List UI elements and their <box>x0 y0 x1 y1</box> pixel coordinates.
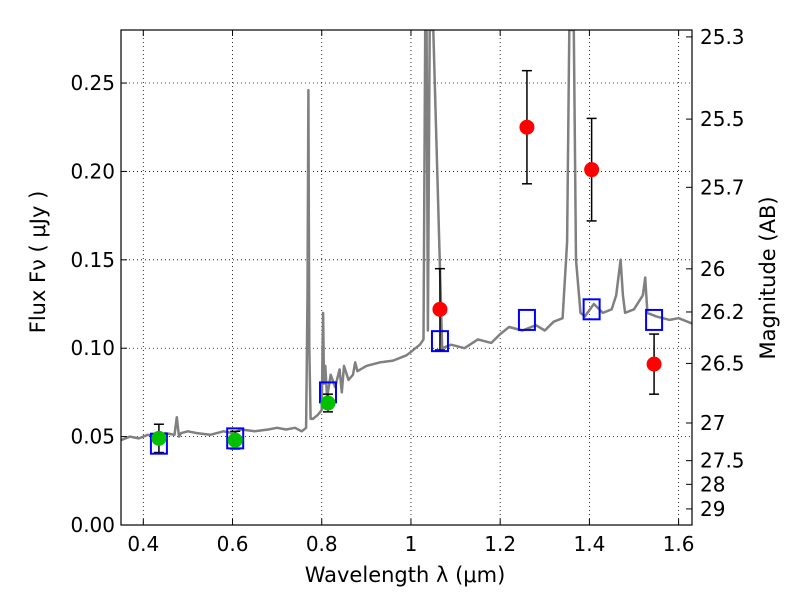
observed-point <box>227 432 243 448</box>
y2-tick-label: 25.5 <box>700 107 745 131</box>
x-tick-label: 1.2 <box>484 532 516 556</box>
model-band-square <box>517 308 536 331</box>
model-band-square <box>430 330 449 353</box>
y2-tick-label: 26 <box>700 257 725 281</box>
y2-tick-label: 26.5 <box>700 351 745 375</box>
observed-point <box>432 301 448 317</box>
x-tick-label: 0.6 <box>217 532 249 556</box>
y-tick-label: 0.10 <box>70 336 115 360</box>
x-tick-label: 0.4 <box>127 532 159 556</box>
y-tick-label: 0.20 <box>70 159 115 183</box>
y-tick-label: 0.00 <box>70 513 115 537</box>
y2-tick-label: 25.3 <box>700 25 745 49</box>
y-tick-label: 0.05 <box>70 425 115 449</box>
observed-point <box>320 395 336 411</box>
observed-point <box>584 162 600 178</box>
y2-tick-label: 26.2 <box>700 300 745 324</box>
y2-tick-label: 27.5 <box>700 449 745 473</box>
observed-point <box>519 119 535 135</box>
grid <box>121 30 692 525</box>
x-tick-label: 0.8 <box>306 532 338 556</box>
plot-area <box>121 30 692 455</box>
y2-axis-label: Magnitude (AB) <box>756 196 780 359</box>
y2-tick-label: 28 <box>700 472 725 496</box>
plot-frame <box>120 29 693 526</box>
x-tick-label: 1 <box>405 532 418 556</box>
y2-tick-label: 25.7 <box>700 175 745 199</box>
x-tick-label: 1.6 <box>663 532 695 556</box>
y2-tick-label: 29 <box>700 497 725 521</box>
y-axis-label: Flux Fν ( μJy ) <box>26 191 50 334</box>
axes: 0.4 0.6 0.8 1 1.2 1.4 1.6 0.00 0.05 0.10 0.15 0.20 0… <box>70 25 744 556</box>
model-band-square <box>645 308 664 331</box>
x-axis-label: Wavelength λ (μm) <box>305 563 506 587</box>
observed-point <box>646 356 662 372</box>
plot-clip-group <box>121 30 692 442</box>
observed-point <box>151 430 167 446</box>
y-tick-label: 0.25 <box>70 71 115 95</box>
model-band-square <box>582 298 601 321</box>
y-tick-label: 0.15 <box>70 248 115 272</box>
model-band-square <box>226 427 245 450</box>
spectrum-line <box>121 30 692 442</box>
y2-tick-label: 27 <box>700 411 725 435</box>
x-tick-label: 1.4 <box>573 532 605 556</box>
